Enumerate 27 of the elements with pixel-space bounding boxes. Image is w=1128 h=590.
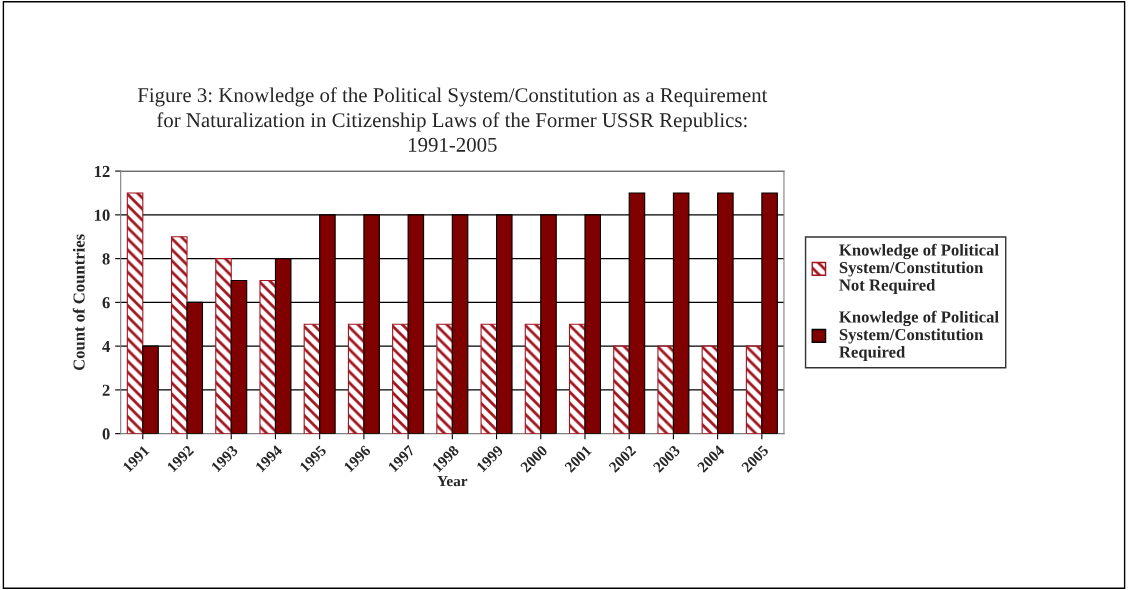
bar (657, 345, 674, 434)
y-tick-label: 4 (102, 340, 110, 352)
y-tick-label: 10 (94, 209, 110, 221)
bar (392, 323, 409, 434)
bar (480, 323, 498, 434)
legend-label: Knowledge of Political System/Constitution Not Required (839, 243, 999, 295)
y-tick-label: 8 (102, 253, 110, 265)
chart-title: Figure 3: Knowledge of the Political System/Constitution as a Requirement for Naturalization in Citizenship Laws of the Former USSR Republics: 1991-2005 (137, 87, 768, 152)
bar (170, 236, 188, 434)
legend-label: Knowledge of Political System/Constitution Required (839, 310, 999, 362)
bar (701, 345, 719, 434)
bar (259, 279, 277, 434)
bar (347, 323, 365, 434)
y-tick-label: 12 (94, 165, 110, 177)
y-tick-label: 6 (102, 297, 110, 309)
bar (215, 258, 232, 434)
bar (568, 323, 586, 434)
bar (436, 323, 453, 434)
y-tick-label: 2 (102, 384, 110, 396)
bar (524, 323, 542, 434)
x-axis-title: Year (437, 476, 468, 487)
bar (126, 192, 144, 434)
bar (745, 345, 763, 434)
y-axis-title: Count of Countries (72, 234, 85, 371)
bar (303, 323, 321, 434)
y-tick-label: 0 (102, 428, 110, 440)
bar (613, 345, 630, 434)
